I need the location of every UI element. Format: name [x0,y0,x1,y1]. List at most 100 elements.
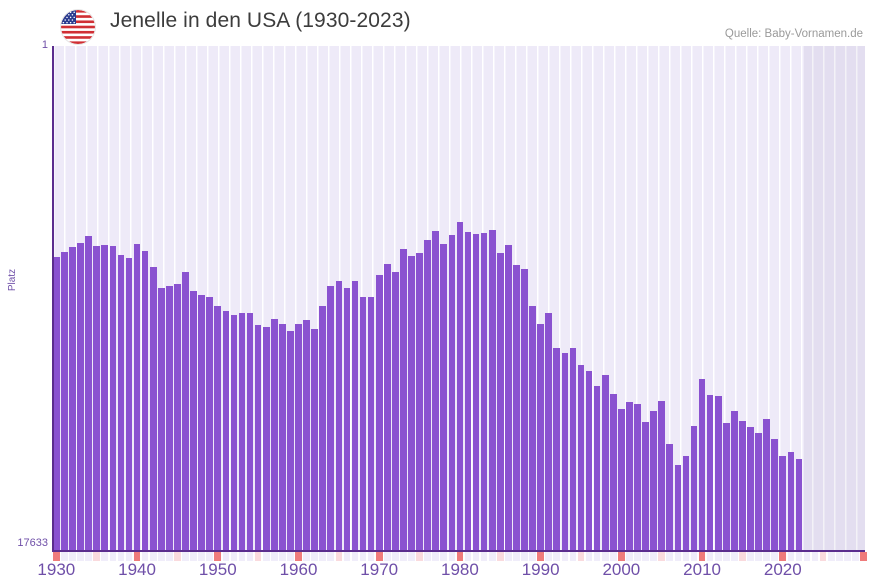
bar [287,331,294,551]
bar [464,231,472,551]
x-axis-tick-label: 1960 [279,560,318,579]
bar [343,288,351,551]
bar [416,253,423,551]
x-tick-marker [650,552,657,561]
x-tick-marker [593,552,601,561]
x-tick-marker [157,552,165,561]
x-tick-marker [109,552,117,561]
bar [626,401,633,551]
y-axis-title: Platz [7,268,18,292]
x-tick-marker [803,552,811,561]
x-tick-marker [722,552,730,561]
bar [319,306,327,551]
x-tick-marker [787,552,795,561]
x-tick-marker [230,552,238,561]
bar [182,271,189,551]
x-tick-marker [149,552,157,561]
bar [440,243,448,551]
bar [432,230,440,551]
bar [771,438,779,551]
x-tick-marker [569,552,577,561]
bar [375,275,383,551]
x-tick-marker [658,552,666,561]
bar [141,250,149,551]
bar [359,297,367,551]
bar [279,323,286,551]
x-tick-marker [860,552,867,561]
bar [408,256,415,551]
x-tick-marker [133,552,141,561]
bar [585,371,593,551]
x-axis-tick-label: 1970 [360,560,399,579]
bar [61,251,68,551]
x-tick-marker [287,552,294,561]
bar [400,249,407,551]
x-axis-tick-label: 1930 [37,560,76,579]
bar [496,253,504,551]
bar [351,281,359,551]
x-tick-marker [125,552,133,561]
x-tick-marker [545,552,553,561]
x-tick-marker [182,552,189,561]
x-tick-marker [690,552,698,561]
x-tick-marker [238,552,246,561]
x-tick-marker [279,552,286,561]
x-tick-marker [561,552,569,561]
x-axis-labels: 1930 1940 1950 1960 1970 1980 1990 2000 2010 2020 [0,560,873,587]
bar [472,233,480,551]
bar [367,296,375,551]
x-tick-marker [327,552,335,561]
bar [731,411,738,551]
x-tick-marker [311,552,318,561]
x-tick-marker [141,552,149,561]
x-tick-marker [198,552,205,561]
bar [513,264,520,551]
bar [609,394,617,551]
bar [666,443,674,551]
bar [714,396,722,551]
bar [747,427,754,551]
bar [763,419,770,551]
x-tick-marker [464,552,472,561]
x-tick-marker [739,552,746,561]
x-tick-marker [601,552,609,561]
x-tick-marker [529,552,536,561]
x-tick-marker [585,552,593,561]
bar [634,404,641,551]
x-tick-marker [93,552,101,561]
x-tick-marker [408,552,415,561]
x-tick-marker [755,552,762,561]
bar [787,451,795,551]
bar [690,426,698,551]
x-tick-marker [827,552,835,561]
x-tick-marker [53,552,60,561]
x-tick-marker [618,552,625,561]
bar [674,464,682,551]
bar [230,315,238,551]
bar [779,456,787,551]
x-tick-marker [609,552,617,561]
x-tick-marker [174,552,181,561]
x-axis-tick-label: 2020 [763,560,802,579]
bar [238,313,246,551]
x-tick-marker [440,552,448,561]
x-tick-marker [190,552,197,561]
bar [795,458,803,551]
bar [214,306,222,551]
x-tick-marker [553,552,561,561]
x-tick-marker [811,552,819,561]
x-tick-marker [844,552,851,561]
bar [545,312,553,551]
x-tick-marker [706,552,714,561]
x-tick-marker [763,552,770,561]
x-tick-marker [666,552,674,561]
bar [327,285,335,551]
x-tick-marker [166,552,173,561]
bar [93,245,101,551]
bar [335,280,343,551]
x-tick-marker [367,552,375,561]
bar [190,291,197,551]
x-tick-marker [626,552,633,561]
bar [383,263,391,551]
x-tick-marker [448,552,456,561]
